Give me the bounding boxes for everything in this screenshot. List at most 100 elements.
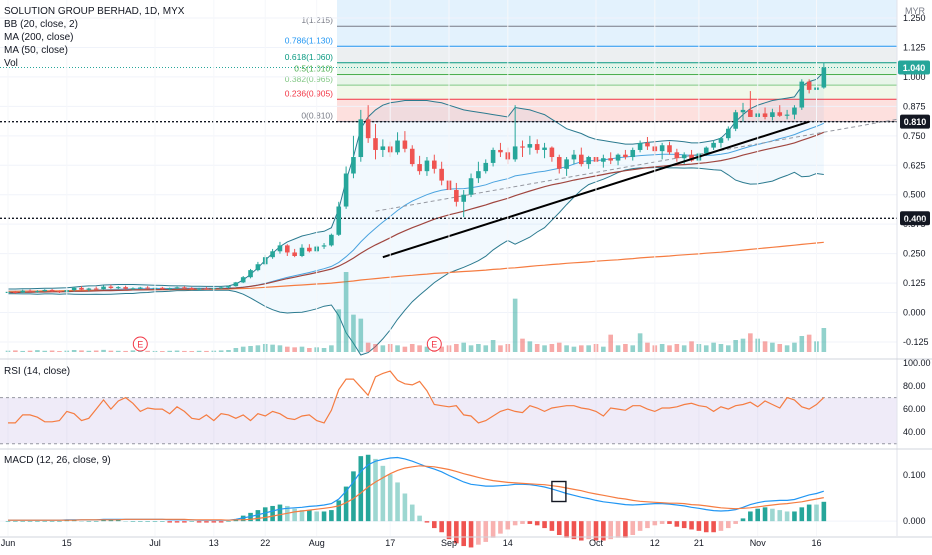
- macd-histogram-bar: [218, 521, 224, 523]
- volume-bar: [35, 350, 40, 352]
- candle-body: [454, 190, 459, 202]
- candle-body: [806, 81, 812, 90]
- macd-histogram-bar: [270, 505, 275, 522]
- candle: [270, 248, 275, 259]
- candle: [542, 142, 547, 159]
- macd-histogram-bar: [696, 521, 702, 531]
- currency-label: MYR: [905, 6, 926, 16]
- macd-histogram-bar: [314, 511, 319, 522]
- fib-zone: [337, 62, 897, 75]
- candle: [160, 286, 165, 290]
- candle-body: [71, 287, 77, 291]
- earnings-circle: [132, 336, 148, 352]
- macd-histogram-bar: [115, 519, 121, 522]
- rsi-band: [0, 397, 897, 444]
- candle-body: [27, 290, 33, 292]
- time-axis-tick: Jul: [149, 538, 161, 548]
- macd-histogram-bar: [505, 521, 511, 530]
- volume-bar: [365, 342, 371, 352]
- rsi-pane[interactable]: [0, 370, 897, 445]
- rsi-title[interactable]: RSI (14, close): [4, 366, 70, 377]
- candle-body: [226, 286, 231, 288]
- volume-bar: [277, 345, 283, 352]
- candle: [586, 155, 591, 169]
- candle: [784, 109, 790, 120]
- macd-histogram-bar: [409, 504, 415, 522]
- indicator-bb-label[interactable]: BB (20, close, 2): [4, 19, 78, 30]
- macd-title[interactable]: MACD (12, 26, close, 9): [4, 455, 111, 466]
- volume-bar: [27, 350, 33, 352]
- volume-bar: [145, 350, 150, 352]
- volume-bar: [123, 350, 128, 352]
- volume-bar: [395, 345, 400, 352]
- signal-line: [8, 465, 824, 521]
- candle-body: [57, 291, 62, 293]
- candle-body: [358, 119, 364, 158]
- candle-body: [409, 148, 415, 165]
- macd-histogram-bar: [101, 519, 106, 522]
- macd-histogram-bar: [20, 521, 25, 522]
- candle: [711, 140, 716, 150]
- rsi-axis-tick: 80.00: [903, 381, 926, 391]
- candle-body: [255, 264, 261, 271]
- candle: [307, 244, 312, 253]
- candle: [13, 290, 18, 294]
- highlight-box[interactable]: [551, 480, 567, 503]
- candle-body: [490, 149, 496, 163]
- indicator-ma50-label[interactable]: MA (50, close): [4, 45, 68, 56]
- candle-body: [637, 142, 643, 150]
- earnings-marker[interactable]: E: [426, 336, 442, 352]
- volume-bar: [483, 345, 489, 352]
- indicator-ma200-label[interactable]: MA (200, close): [4, 32, 73, 43]
- candle: [358, 109, 364, 162]
- macd-histogram-bar: [637, 521, 643, 531]
- macd-histogram-bar: [387, 474, 393, 522]
- candle: [549, 146, 555, 162]
- candle-body: [307, 247, 312, 252]
- volume-bar: [20, 350, 25, 352]
- volume-bar: [402, 346, 408, 352]
- macd-histogram-bar: [586, 521, 591, 540]
- macd-histogram-bar: [549, 521, 555, 531]
- price-pane[interactable]: 1(1.215) 0.786(1.130) 0.618(1.060) 0.5(1.01…: [0, 0, 898, 536]
- candle-body: [498, 149, 503, 153]
- time-axis-tick: Nov: [750, 538, 767, 548]
- macd-histogram-bar: [13, 521, 18, 522]
- macd-histogram-bar: [468, 521, 474, 548]
- macd-histogram-bar: [454, 521, 459, 544]
- bb-basis-line: [8, 122, 824, 292]
- volume-bar: [615, 345, 621, 352]
- candle-body: [630, 149, 636, 158]
- candle-body: [461, 194, 466, 202]
- macd-histogram-bar: [814, 504, 819, 522]
- volume-bar: [13, 350, 18, 352]
- candle-body: [145, 287, 150, 289]
- macd-histogram-bar: [123, 521, 128, 522]
- price-axis-tick: 0.375: [903, 219, 926, 229]
- candle-body: [483, 162, 489, 172]
- macd-histogram-bar: [27, 521, 33, 522]
- candle-body: [711, 142, 716, 148]
- volume-bar: [549, 344, 555, 352]
- candle: [351, 135, 356, 179]
- candle: [365, 105, 371, 143]
- volume-bar: [49, 350, 55, 352]
- macd-histogram-bar: [630, 521, 636, 535]
- candle: [601, 154, 606, 168]
- macd-histogram-bar: [674, 521, 680, 527]
- fib-level-label: 0.382(0.965): [285, 74, 333, 84]
- indicator-vol-label[interactable]: Vol: [4, 58, 18, 69]
- candle: [373, 124, 378, 160]
- candle-body: [49, 289, 55, 292]
- candle-body: [292, 252, 297, 256]
- candle: [762, 107, 768, 120]
- candle: [277, 241, 283, 254]
- candle-body: [167, 288, 172, 290]
- candle: [299, 244, 305, 258]
- earnings-marker[interactable]: E: [132, 336, 148, 352]
- candle-body: [115, 287, 121, 289]
- macd-pane[interactable]: [0, 454, 897, 548]
- symbol-title[interactable]: SOLUTION GROUP BERHAD, 1D, MYX: [4, 6, 185, 17]
